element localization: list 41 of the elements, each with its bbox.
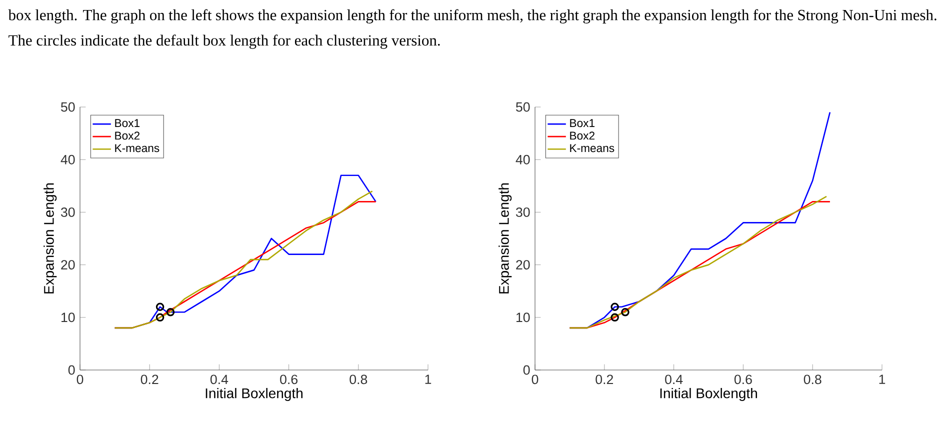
x-axis-title: Initial Boxlength <box>206 388 302 402</box>
x-axis-title: Initial Boxlength <box>660 388 757 402</box>
x-tick-label: 0.8 <box>350 374 368 384</box>
y-tick-label: 0 <box>68 365 75 375</box>
x-tick-label: 0.8 <box>804 374 822 384</box>
x-tick-label: 1 <box>425 374 432 384</box>
point <box>166 308 175 316</box>
x-tick-label: 1 <box>879 374 886 384</box>
y-tick-label: 0 <box>523 365 530 375</box>
legend-label: Box2 <box>115 132 140 140</box>
x-tick-label: 0.6 <box>734 374 752 384</box>
y-axis-title: Expansion Length <box>44 183 57 294</box>
point <box>156 313 164 322</box>
text: box length. The graph on the left shows the expansion length for the uniform mesh, the right graph the expansion length for the Strong Non-Uni mesh. The circles indicate the default box length for each clustering version. <box>8 9 936 49</box>
legend-label: Box1 <box>570 119 595 128</box>
y-axis-title: Expansion Length <box>498 183 512 294</box>
y-tick-label: 10 <box>516 312 530 322</box>
legend-label: K-means <box>115 144 160 152</box>
y-tick-label: 50 <box>516 102 530 112</box>
x-tick-label: 0 <box>532 374 538 384</box>
y-tick-label: 20 <box>61 260 75 270</box>
x-tick-label: 0 <box>76 374 84 384</box>
y-tick-label: 20 <box>516 260 530 270</box>
point <box>156 302 164 312</box>
legend-label: K-means <box>570 144 614 152</box>
y-tick-label: 30 <box>60 207 75 217</box>
y-tick-label: 40 <box>60 154 75 164</box>
legend-label: Box1 <box>115 119 140 128</box>
y-tick-label: 30 <box>516 207 530 217</box>
x-tick-label: 0.4 <box>665 374 683 384</box>
point <box>610 302 619 312</box>
x-tick-label: 0.6 <box>280 374 298 384</box>
y-tick-label: 10 <box>61 312 75 322</box>
y-tick-label: 50 <box>61 102 75 112</box>
legend-label: Box2 <box>570 132 594 140</box>
x-tick-label: 0.2 <box>140 374 158 384</box>
x-tick-label: 0.2 <box>596 374 614 384</box>
point <box>621 308 630 316</box>
y-tick-label: 40 <box>516 154 530 164</box>
point <box>610 313 619 322</box>
x-tick-label: 0.4 <box>210 374 228 384</box>
